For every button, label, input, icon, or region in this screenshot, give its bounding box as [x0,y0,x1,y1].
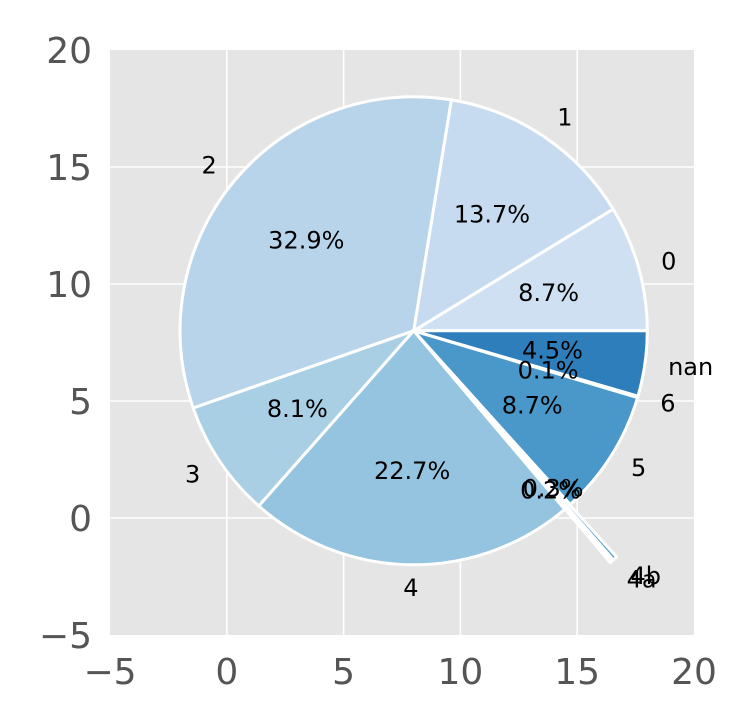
x-tick-label: 15 [554,652,600,693]
slice-label: 0 [661,247,676,275]
percent-label: 8.7% [518,279,579,307]
pie-slice-1 [412,98,615,333]
percent-labels: 8.7% 13.7% 32.9% 8.1% 22.7% 0.2%0.3% 8.7% 0.1%4… [267,200,584,504]
x-tick-label: 10 [437,652,483,693]
percent-label: 4.5% [522,337,583,365]
slice-label: 4a [627,565,657,593]
percent-label: 22.7% [374,457,450,485]
slice-label: 6 [660,389,675,417]
y-tick-label: 5 [69,382,92,423]
y-tick-label: 20 [46,31,92,72]
pie-slices [178,95,649,567]
x-tick-label: 0 [215,652,238,693]
x-tick-label: 5 [332,652,355,693]
slice-label: 3 [185,460,200,488]
x-tick-label: 20 [671,652,717,693]
y-axis-ticks: −5 0 5 10 15 20 [39,31,92,657]
x-tick-label: −5 [83,652,136,693]
pie-slice-nan [412,329,649,398]
slice-label: 4b [631,562,662,590]
y-tick-label: 15 [46,148,92,189]
percent-label: 8.7% [502,392,563,420]
pie-slice-0 [412,207,649,333]
percent-label: 0.1% [518,356,579,384]
x-axis-ticks: −5 0 5 10 15 20 [83,652,716,693]
slice-label: nan [668,353,713,381]
percent-label: 13.7% [454,200,530,228]
pie-slice-3 [191,329,416,508]
slice-label: 4 [403,574,418,602]
pie-slice-4 [257,329,567,567]
y-tick-label: 0 [69,499,92,540]
slice-label: 2 [202,151,217,179]
y-tick-label: −5 [39,616,92,657]
percent-label: 8.1% [267,395,328,423]
percent-label: 0.2% [520,477,581,505]
slice-label: 1 [557,103,572,131]
pie-slice-5 [412,329,640,506]
percent-label: 0.3% [523,474,584,502]
pie-slice-2 [178,95,453,410]
percent-label: 32.9% [268,227,344,255]
slice-label: 5 [631,454,646,482]
y-tick-label: 10 [46,265,92,306]
